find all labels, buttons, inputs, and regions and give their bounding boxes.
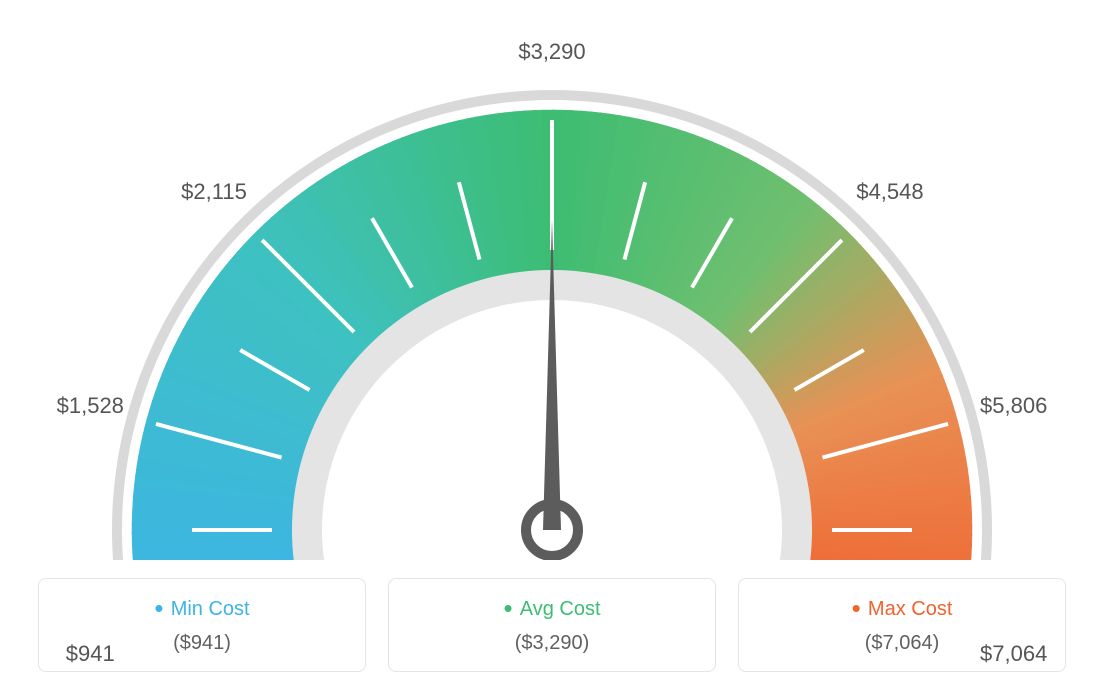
legend-value-avg: ($3,290)	[399, 632, 705, 655]
gauge-svg	[0, 0, 1104, 560]
legend-title-min: Min Cost	[49, 593, 355, 624]
cost-gauge-chart: $941$1,528$2,115$3,290$4,548$5,806$7,064…	[0, 0, 1104, 690]
legend-value-min: ($941)	[49, 632, 355, 655]
tick-label: $1,528	[57, 393, 124, 419]
legend-title-max: Max Cost	[749, 593, 1055, 624]
legend-card-avg: Avg Cost ($3,290)	[388, 578, 716, 672]
tick-label: $2,115	[181, 179, 247, 205]
gauge-area: $941$1,528$2,115$3,290$4,548$5,806$7,064	[0, 0, 1104, 560]
legend-card-min: Min Cost ($941)	[38, 578, 366, 672]
legend-card-max: Max Cost ($7,064)	[738, 578, 1066, 672]
legend-row: Min Cost ($941) Avg Cost ($3,290) Max Co…	[38, 578, 1066, 672]
tick-label: $3,290	[518, 39, 585, 65]
legend-value-max: ($7,064)	[749, 632, 1055, 655]
tick-label: $4,548	[856, 179, 923, 205]
legend-title-avg: Avg Cost	[399, 593, 705, 624]
tick-label: $5,806	[980, 393, 1047, 419]
